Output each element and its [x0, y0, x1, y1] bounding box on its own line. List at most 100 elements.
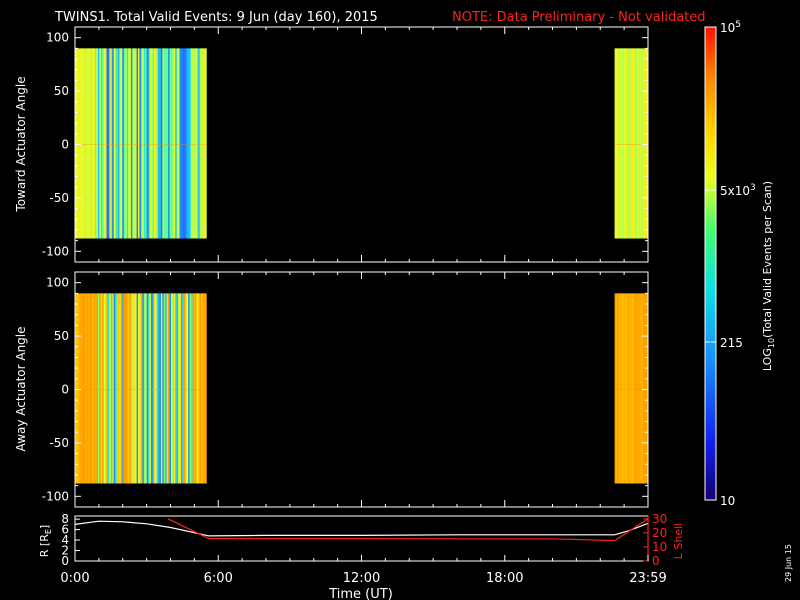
away-heat-strip: [185, 293, 188, 484]
toward-heat-strip: [133, 48, 136, 239]
toward-heat-strip: [86, 48, 89, 239]
away-heat-strip: [162, 293, 165, 484]
away-heat-strip: [105, 293, 107, 484]
away-heat-strip: [191, 293, 193, 484]
toward-heat-strip: [637, 48, 640, 239]
toward-heat-strip: [76, 48, 79, 239]
time-xtick-label: 18:00: [486, 571, 523, 586]
away-heat-strip: [172, 293, 175, 484]
away-heat-strip: [203, 293, 206, 484]
toward-heat-strip: [77, 48, 80, 239]
away-heat-strip: [120, 293, 123, 484]
toward-heat-strip: [122, 48, 125, 239]
toward-heat-strip: [178, 48, 180, 239]
toward-heat-strip: [138, 48, 140, 239]
orbit-ytick-left-label: 4: [61, 533, 69, 547]
away-heat-strip: [640, 293, 643, 484]
away-heat-strip: [142, 293, 145, 484]
away-heat-strip: [130, 293, 133, 484]
toward-heat-strip: [189, 48, 192, 239]
figure-title: TWINS1. Total Valid Events: 9 Jun (day 1…: [54, 10, 378, 25]
time-xtick-label: 23:59: [629, 571, 666, 586]
away-heat-strip: [86, 293, 89, 484]
away-heat-strip: [150, 293, 153, 484]
away-ytick-label: 100: [46, 276, 69, 290]
toward-heat-strip: [150, 48, 153, 239]
away-heat-strip: [143, 293, 146, 484]
away-heat-strip: [636, 293, 638, 484]
away-heat-strip: [193, 293, 196, 484]
toward-heat-strip: [182, 48, 185, 239]
toward-heat-strip: [85, 48, 87, 239]
toward-heat-strip: [628, 48, 631, 239]
toward-heat-strip: [112, 48, 115, 239]
preliminary-note: NOTE: Data Preliminary - Not validated: [452, 10, 706, 25]
toward-heat-strip: [198, 48, 201, 239]
away-heat-strip: [641, 293, 644, 484]
away-heat-strip: [87, 293, 90, 484]
toward-heat-strip: [634, 48, 637, 239]
time-xlabel: Time (UT): [328, 587, 393, 600]
toward-heat-strip: [117, 48, 120, 239]
toward-heat-strip: [75, 48, 77, 239]
toward-heat-strip: [205, 48, 207, 239]
toward-heat-strip: [188, 48, 190, 239]
toward-heat-strip: [169, 48, 172, 239]
toward-heat-strip: [123, 48, 126, 239]
toward-heat-strip: [79, 48, 82, 239]
toward-heat-strip: [644, 48, 647, 239]
toward-ylabel: Toward Actuator Angle: [14, 76, 28, 212]
colorbar-label: LOG10(Total Valid Events per Scan): [761, 181, 776, 371]
toward-heat-strip: [170, 48, 173, 239]
away-heat-strip: [136, 293, 139, 484]
toward-heat-strip: [120, 48, 123, 239]
away-heat-strip: [638, 293, 641, 484]
orbit-ytick-right-label: 20: [652, 526, 667, 540]
toward-heat-strip: [113, 48, 116, 239]
date-stamp: 29 Jun 15: [784, 544, 793, 582]
away-heat-strip: [173, 293, 176, 484]
toward-heat-strip: [142, 48, 145, 239]
away-heat-strip: [160, 293, 163, 484]
colorbar-gradient: [704, 26, 717, 501]
away-heat-strip: [116, 293, 119, 484]
toward-heat-strip: [195, 48, 198, 239]
toward-heat-strip: [626, 48, 628, 239]
toward-heat-strip: [89, 48, 92, 239]
toward-heat-strip: [109, 48, 112, 239]
toward-heat-strip: [107, 48, 110, 239]
toward-heat-strip: [179, 48, 182, 239]
toward-heat-strip: [646, 48, 648, 239]
toward-heat-strip: [126, 48, 129, 239]
away-heat-strip: [115, 293, 117, 484]
away-heat-strip: [152, 293, 155, 484]
away-heat-strip: [159, 293, 162, 484]
toward-heat-strip: [621, 48, 624, 239]
away-heat-strip: [155, 293, 158, 484]
away-heat-strip: [110, 293, 113, 484]
toward-heat-strip: [159, 48, 162, 239]
away-heat-strip: [122, 293, 125, 484]
orbit-ytick-left-label: 2: [61, 544, 69, 558]
toward-heat-strip: [99, 48, 102, 239]
away-heat-strip: [166, 293, 169, 484]
away-ytick-label: -100: [42, 489, 69, 503]
away-heat-strip: [168, 293, 170, 484]
orbit-ytick-right-label: 10: [652, 540, 667, 554]
toward-heat-strip: [614, 48, 617, 239]
away-heat-strip: [178, 293, 180, 484]
toward-heat-strip: [149, 48, 152, 239]
away-heat-strip: [643, 293, 646, 484]
away-angle-panel: 100 50 0 -50 -100: [42, 271, 649, 508]
toward-heat-strip: [173, 48, 176, 239]
toward-heat-strip: [191, 48, 193, 239]
toward-heat-strip: [203, 48, 206, 239]
toward-heat-strip: [160, 48, 163, 239]
toward-heat-strip: [627, 48, 630, 239]
toward-heat-strip: [616, 48, 618, 239]
toward-heat-strip: [186, 48, 189, 239]
away-heat-strip: [621, 293, 624, 484]
toward-heat-strip: [181, 48, 183, 239]
toward-heat-strip: [92, 48, 95, 239]
away-heat-strip: [192, 293, 195, 484]
